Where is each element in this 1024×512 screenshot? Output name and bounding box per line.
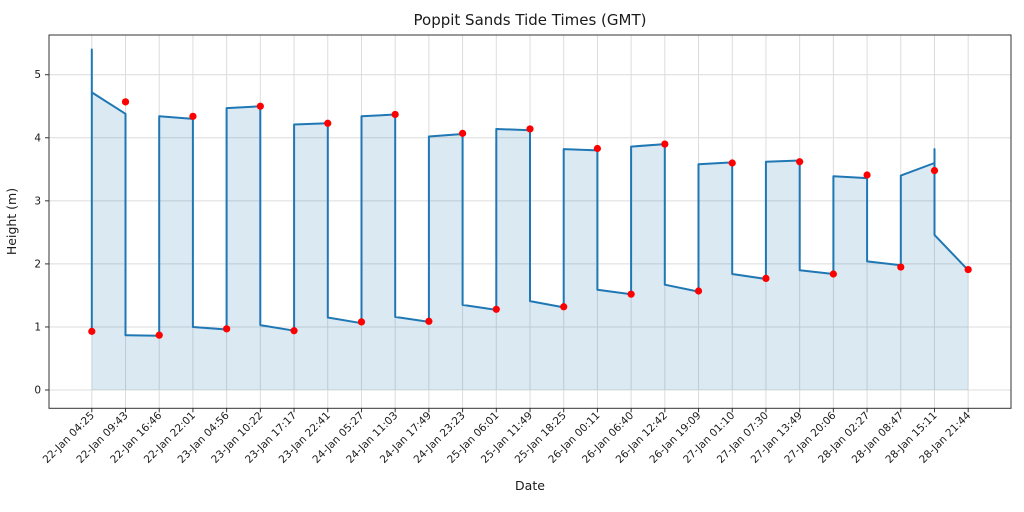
- tide-extreme-dot: [256, 102, 264, 110]
- tide-extreme-dot: [627, 290, 635, 298]
- x-axis-label: Date: [515, 478, 545, 493]
- chart-title: Poppit Sands Tide Times (GMT): [414, 11, 647, 29]
- tide-extreme-dot: [290, 327, 298, 335]
- tide-extreme-dot: [897, 263, 905, 271]
- tide-extreme-dot: [121, 98, 130, 106]
- y-tick-label: 1: [34, 321, 41, 333]
- y-tick-label: 5: [34, 69, 41, 81]
- tide-extreme-dot: [189, 112, 197, 120]
- tide-extreme-dot: [661, 140, 669, 148]
- tide-extreme-dot: [458, 129, 467, 137]
- y-tick-label: 2: [34, 258, 41, 270]
- tide-extreme-dot: [964, 265, 972, 274]
- y-axis-label: Height (m): [4, 188, 19, 255]
- tide-extreme-dot: [863, 171, 871, 179]
- tide-extreme-dots: [88, 98, 972, 339]
- tide-extreme-dot: [223, 325, 231, 333]
- tide-extreme-dot: [593, 144, 602, 153]
- tide-extreme-dot: [560, 303, 568, 311]
- y-tick-label: 0: [34, 385, 41, 397]
- y-tick-label: 4: [34, 132, 41, 144]
- tide-extreme-dot: [324, 119, 332, 127]
- tide-extreme-dot: [762, 274, 770, 283]
- tide-extreme-dot: [155, 331, 163, 339]
- y-axis-ticks: 0 1 2 3 4 5: [34, 69, 49, 397]
- tide-extreme-dot: [796, 158, 804, 166]
- tide-extreme-dot: [492, 305, 500, 313]
- tide-extreme-dot: [391, 110, 399, 119]
- tide-extreme-dot: [526, 125, 534, 133]
- tide-extreme-dot: [425, 317, 433, 325]
- tide-extreme-dot: [930, 166, 939, 175]
- tide-extreme-dot: [829, 270, 837, 278]
- tide-extreme-dot: [694, 287, 703, 295]
- tide-extreme-dot: [88, 327, 96, 335]
- tide-extreme-dot: [357, 318, 366, 326]
- y-tick-label: 3: [34, 195, 41, 207]
- tide-extreme-dot: [728, 159, 736, 167]
